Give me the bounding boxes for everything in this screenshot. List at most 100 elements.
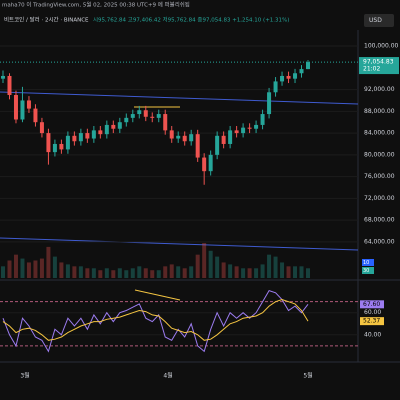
candle-body	[156, 114, 161, 118]
volume-bar	[59, 262, 64, 278]
trendline	[0, 91, 359, 105]
candle-body	[189, 134, 194, 142]
volume-bar	[117, 268, 122, 278]
candle-body	[7, 75, 12, 96]
volume-bar	[137, 266, 142, 278]
candle-body	[39, 122, 44, 134]
candle-body	[280, 75, 285, 82]
label-box	[362, 259, 374, 266]
last-price: 97,054.83	[363, 59, 394, 66]
volume-bar	[280, 262, 285, 278]
volume-bar	[46, 246, 51, 278]
candle-body	[33, 108, 38, 123]
volume-bar	[7, 260, 12, 278]
volume-bar	[26, 262, 31, 278]
x-tick-label: 3월	[20, 372, 29, 380]
volume-bar	[111, 270, 116, 278]
candle-body	[195, 134, 200, 158]
volume-bar	[124, 270, 129, 278]
candle-body	[293, 73, 298, 79]
ohlc: 시95,762.84 고97,406.42 저95,762.84 종97,054…	[93, 16, 289, 24]
volume-bar	[234, 266, 239, 278]
volume-bar	[189, 266, 194, 278]
y-tick-label: 76,000.00	[364, 173, 395, 180]
candle-body	[46, 133, 51, 153]
volume-label: 10	[363, 260, 369, 266]
volume-bar	[215, 256, 220, 278]
volume-bar	[85, 268, 90, 278]
candle-body	[72, 135, 77, 142]
candle-body	[124, 117, 129, 123]
volume-bar	[78, 266, 83, 278]
volume-bar	[221, 262, 226, 278]
candle-body	[98, 130, 103, 135]
candle-body	[169, 130, 174, 139]
symbol: 비트코인 / 달러 · 2시간 · BINANCE	[4, 16, 89, 24]
rsi-value: 52.37	[363, 318, 380, 325]
candle-body	[78, 133, 83, 142]
candle-body	[163, 114, 168, 131]
candle-body	[306, 62, 310, 70]
x-tick-label: 5월	[303, 372, 312, 380]
volume-bar	[228, 264, 233, 278]
candle-body	[13, 95, 18, 120]
rsi-value: 67.60	[363, 301, 380, 308]
drawing	[134, 289, 181, 301]
candle-body	[241, 127, 246, 134]
candle-body	[247, 127, 252, 129]
volume-bar	[202, 243, 207, 278]
candle-body	[20, 100, 25, 120]
candle-body	[104, 124, 109, 135]
volume-bar	[65, 264, 70, 278]
volume-bar	[208, 250, 213, 278]
trendline	[0, 237, 359, 251]
y-tick-label: 72,000.00	[364, 195, 395, 202]
candle-body	[26, 100, 31, 109]
x-tick-label: 4월	[163, 372, 172, 380]
y-tick-label: 68,000.00	[364, 217, 395, 224]
candle-body	[65, 135, 70, 150]
candle-body	[85, 133, 90, 139]
candle-body	[150, 116, 155, 118]
volume-bar	[267, 254, 272, 278]
candle-body	[208, 154, 213, 172]
publisher: maha70 이 TradingView.com, 5월 02, 2025 00…	[2, 1, 190, 9]
volume-bar	[254, 268, 259, 278]
volume-bar	[195, 254, 200, 278]
candle-body	[273, 81, 278, 93]
rsi-tick-label: 40.00	[364, 331, 381, 338]
candle-body	[228, 130, 233, 144]
currency-box[interactable]	[364, 14, 394, 27]
volume-label: 30	[363, 268, 369, 274]
volume-bar	[156, 270, 161, 278]
candle-body	[202, 157, 207, 172]
volume-bar	[299, 266, 304, 278]
volume-bar	[130, 268, 135, 278]
volume-bar	[39, 258, 44, 278]
volume-bar	[260, 264, 265, 278]
candle-body	[111, 124, 116, 129]
rsi-line	[2, 298, 309, 341]
volume-bar	[143, 268, 148, 278]
candle-body	[143, 110, 148, 117]
y-tick-label: 64,000.00	[364, 238, 395, 245]
volume-bar	[72, 266, 77, 278]
volume-bar	[104, 268, 109, 278]
candle-body	[176, 135, 181, 139]
candle-body	[215, 135, 220, 155]
volume-bar	[1, 266, 5, 278]
candle-body	[254, 124, 259, 129]
volume-bar	[20, 258, 25, 278]
candle-body	[52, 143, 57, 153]
candle-body	[91, 130, 96, 139]
volume-bar	[273, 256, 278, 278]
candle-body	[1, 75, 5, 79]
volume-bar	[182, 268, 187, 278]
volume-bar	[98, 270, 103, 278]
label-box	[362, 267, 374, 274]
candle-body	[117, 122, 122, 129]
y-tick-label: 100,000.00	[364, 43, 399, 50]
y-tick-label: 80,000.00	[364, 151, 395, 158]
